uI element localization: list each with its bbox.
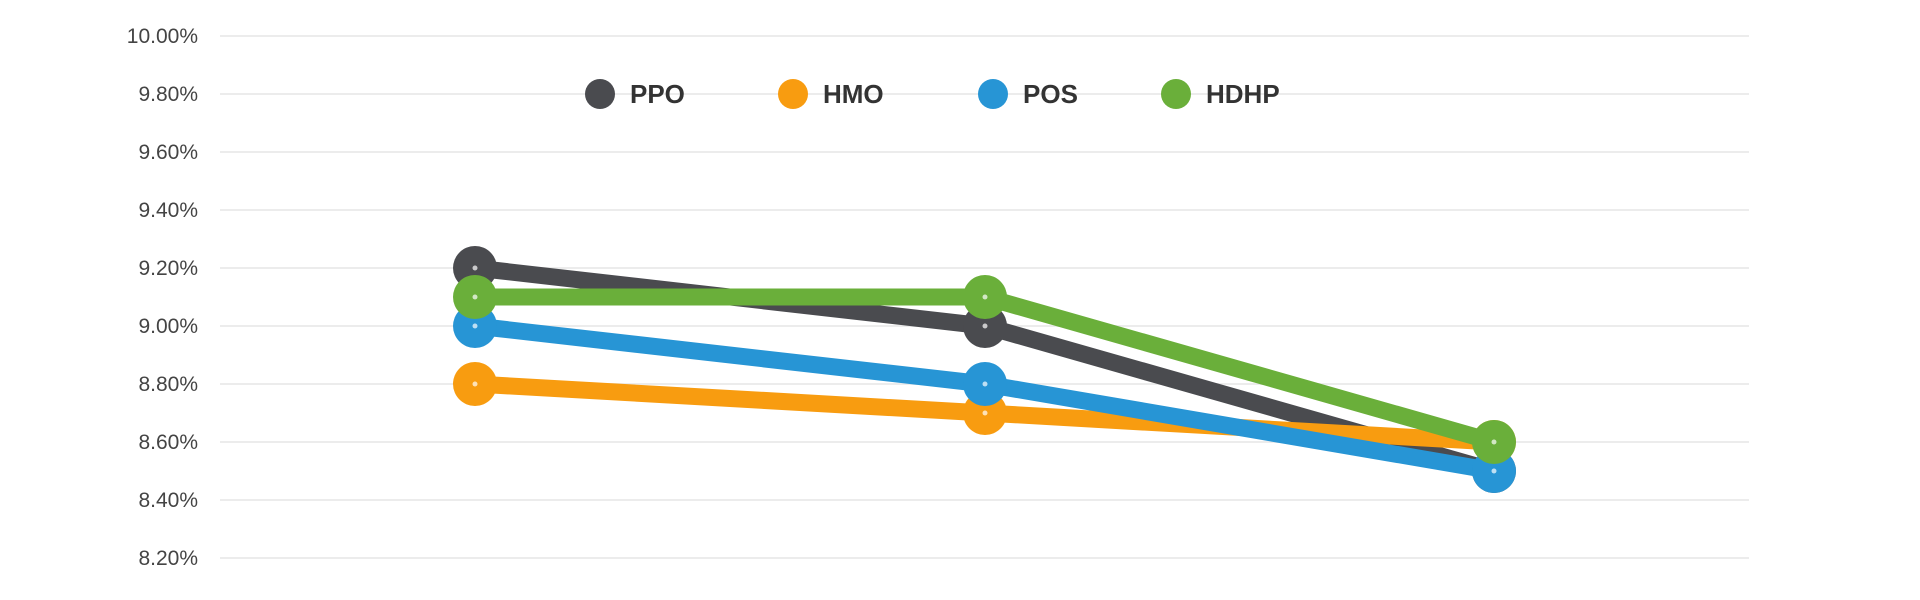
y-tick-label: 8.60% <box>138 431 198 454</box>
legend-item-pos[interactable]: POS <box>978 79 1078 109</box>
y-tick-label: 9.00% <box>138 315 198 338</box>
data-point-center <box>1491 439 1497 445</box>
y-tick-label: 10.00% <box>127 25 198 48</box>
data-point-center <box>472 323 478 329</box>
data-point-center <box>472 294 478 300</box>
y-tick-label: 9.60% <box>138 141 198 164</box>
y-tick-label: 8.20% <box>138 547 198 570</box>
legend: PPO HMO POS HDHP <box>585 79 1280 109</box>
legend-marker-icon <box>778 79 808 109</box>
data-point-center <box>982 323 988 329</box>
data-point-center <box>982 410 988 416</box>
legend-label: HDHP <box>1206 79 1280 109</box>
legend-label: POS <box>1023 79 1078 109</box>
y-tick-label: 9.80% <box>138 83 198 106</box>
legend-label: PPO <box>630 79 685 109</box>
y-tick-label: 8.80% <box>138 373 198 396</box>
data-point-center <box>472 265 478 271</box>
legend-item-ppo[interactable]: PPO <box>585 79 685 109</box>
y-tick-label: 8.40% <box>138 489 198 512</box>
data-point-center <box>1491 468 1497 474</box>
legend-marker-icon <box>1161 79 1191 109</box>
y-tick-label: 9.20% <box>138 257 198 280</box>
legend-marker-icon <box>585 79 615 109</box>
legend-marker-icon <box>978 79 1008 109</box>
series-lines <box>453 246 1516 493</box>
data-point-center <box>982 381 988 387</box>
series-hdhp <box>453 275 1516 464</box>
legend-label: HMO <box>823 79 884 109</box>
y-axis: 10.00% 9.80% 9.60% 9.40% 9.20% 9.00% 8.80% 8.60… <box>127 25 198 570</box>
legend-item-hmo[interactable]: HMO <box>778 79 884 109</box>
data-point-center <box>472 381 478 387</box>
legend-item-hdhp[interactable]: HDHP <box>1161 79 1280 109</box>
data-point-center <box>982 294 988 300</box>
y-tick-label: 9.40% <box>138 199 198 222</box>
